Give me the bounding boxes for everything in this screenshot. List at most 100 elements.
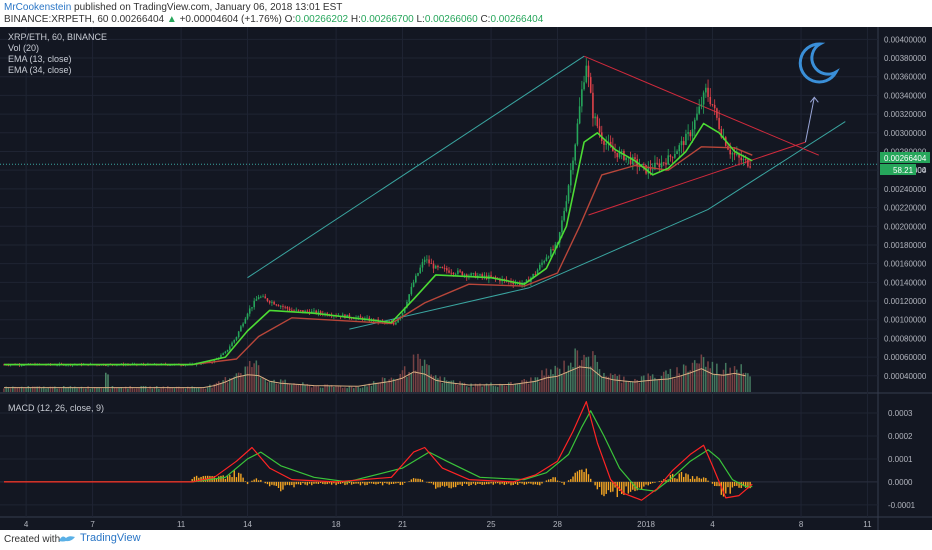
candle-body — [738, 154, 740, 158]
volume-bar — [131, 387, 134, 392]
macd-histogram-bar — [426, 481, 428, 483]
candle-body — [472, 273, 475, 274]
macd-histogram-bar — [322, 481, 324, 485]
time-tick-label: 4 — [24, 520, 29, 529]
chart-canvas[interactable]: 0.00400000 0.00380000 0.00360000 0.00340000… — [0, 27, 932, 530]
volume-bar — [335, 386, 337, 392]
macd-histogram-bar — [202, 476, 204, 482]
macd-histogram-bar — [738, 481, 740, 488]
macd-histogram-bar — [417, 478, 419, 482]
candle-body — [357, 316, 360, 318]
volume-bar — [596, 361, 599, 392]
candle-body — [731, 153, 734, 155]
candle-body — [538, 264, 541, 270]
volume-bar — [16, 387, 18, 392]
macd-histogram-bar — [652, 481, 654, 484]
volume-bar — [439, 376, 441, 392]
candle-body — [532, 273, 534, 278]
candle-body — [271, 301, 273, 303]
macd-histogram-bar — [550, 478, 552, 482]
macd-histogram-bar — [251, 480, 253, 482]
chart-header: MrCookenstein published on TradingView.c… — [0, 0, 932, 27]
macd-histogram-bar — [324, 481, 326, 485]
ohlc-line: BINANCE:XRPETH, 60 0.00266404 ▲ +0.00004… — [4, 14, 543, 25]
open-label: O: — [284, 14, 296, 25]
candle-body — [698, 106, 700, 114]
volume-bar — [224, 377, 227, 392]
legend-volume: Vol (20) — [8, 43, 39, 53]
candle-body — [421, 262, 424, 268]
macd-histogram-bar — [536, 481, 539, 485]
publish-line: MrCookenstein published on TradingView.c… — [4, 2, 342, 13]
volume-bar — [322, 387, 324, 392]
price-tick-label: 0.00280000 — [884, 147, 927, 156]
macd-histogram-bar — [304, 481, 306, 485]
macd-histogram-bar — [512, 481, 514, 486]
macd-tick-label: 0.0002 — [888, 432, 913, 441]
volume-bar — [233, 376, 235, 392]
candle-body — [574, 144, 577, 161]
volume-bar — [434, 375, 437, 392]
macd-histogram-bar — [621, 481, 623, 495]
volume-bar — [561, 374, 563, 392]
macd-layer — [0, 401, 878, 501]
macd-histogram-bar — [581, 469, 583, 482]
volume-bar — [492, 385, 494, 392]
volume-bar — [472, 387, 475, 392]
volume-bar — [293, 383, 295, 392]
candle-body — [740, 157, 743, 161]
volume-bar — [29, 387, 32, 392]
trendline-layer[interactable] — [247, 55, 846, 330]
volume-bar — [448, 381, 450, 392]
candle-body — [408, 294, 410, 302]
candle-body — [200, 363, 202, 365]
volume-bar — [178, 386, 180, 392]
volume-bar — [631, 381, 634, 392]
volume-bar — [678, 373, 680, 392]
macd-histogram-bar — [459, 481, 461, 485]
macd-histogram-bar — [598, 481, 601, 488]
candle-body — [105, 365, 107, 367]
volume-bar — [344, 387, 346, 392]
macd-histogram-bar — [364, 481, 366, 486]
volume-bar — [729, 367, 731, 392]
macd-histogram-bar — [319, 481, 322, 484]
macd-histogram-bar — [519, 481, 521, 484]
macd-histogram-bar — [594, 481, 596, 486]
macd-histogram-bar — [731, 481, 734, 488]
macd-histogram-bar — [240, 473, 242, 482]
volume-bar — [264, 379, 266, 392]
candle-body — [474, 273, 477, 278]
candle-body — [415, 275, 417, 283]
volume-bar — [206, 387, 209, 392]
legend-ema13: EMA (13, close) — [8, 54, 72, 64]
candle-body — [514, 283, 517, 285]
macd-histogram-bar — [572, 476, 574, 482]
volume-bar — [328, 385, 331, 392]
high-label: H: — [350, 14, 361, 25]
volume-bar — [339, 386, 342, 392]
candle-body — [299, 310, 302, 311]
volume-bar — [18, 387, 21, 392]
publish-info: published on TradingView.com, January 06… — [71, 2, 343, 13]
macd-histogram-bar — [353, 481, 355, 484]
author-link[interactable]: MrCookenstein — [4, 2, 72, 13]
trendline-lower-red — [588, 141, 806, 216]
moon-icon[interactable] — [798, 42, 840, 84]
volume-bar — [120, 387, 123, 392]
volume-bar — [337, 386, 340, 392]
volume-bar — [38, 386, 41, 392]
tradingview-brand[interactable]: TradingView — [58, 532, 141, 544]
time-tick-label: 18 — [332, 520, 341, 529]
chart-area[interactable]: 0.00400000 0.00380000 0.00360000 0.00340000… — [0, 27, 932, 530]
tradingview-brand-name: TradingView — [80, 532, 141, 544]
macd-histogram-bar — [311, 481, 313, 486]
macd-histogram-bar — [226, 476, 229, 482]
volume-bar — [572, 367, 574, 392]
volume-bar — [731, 374, 734, 392]
candle-body — [313, 310, 315, 312]
volume-bar — [452, 380, 455, 392]
candle-body — [620, 151, 623, 152]
price-tick-label: 0.00220000 — [884, 204, 927, 213]
candle-body — [457, 270, 459, 274]
